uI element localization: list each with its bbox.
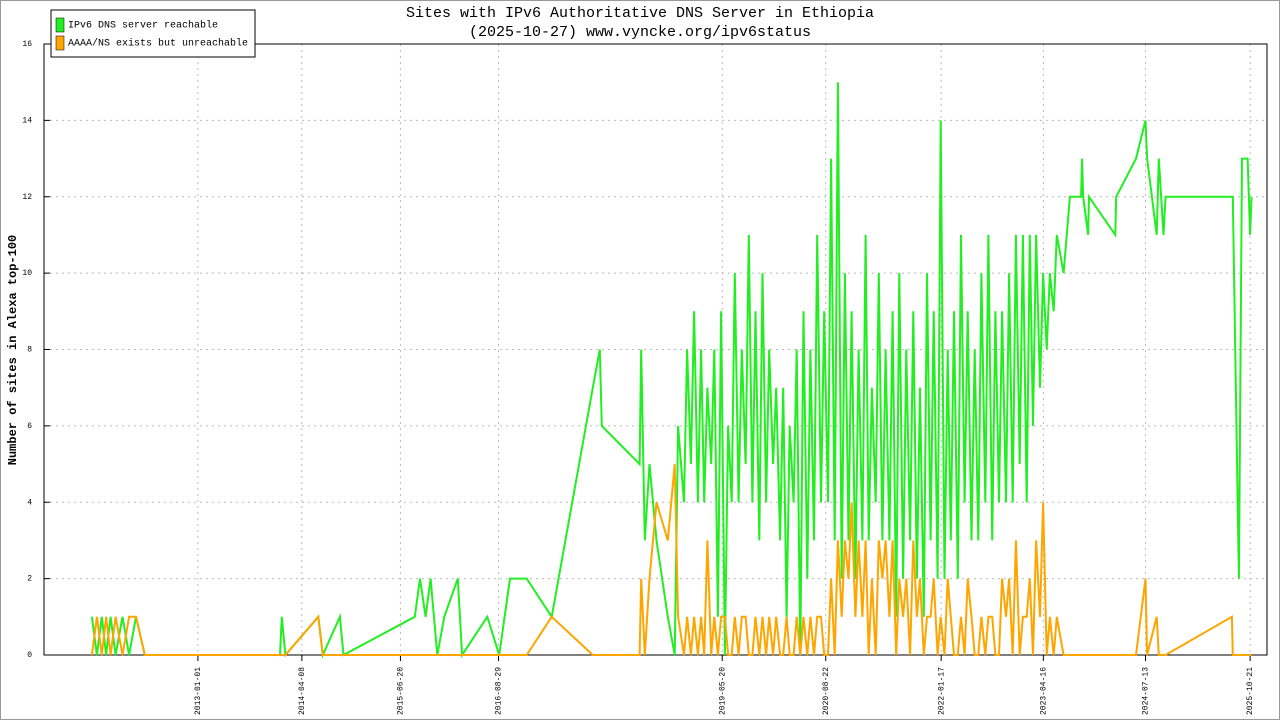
x-tick-label: 2016-08-29 [495,667,504,715]
y-tick-label: 4 [27,498,32,507]
x-tick-label: 2023-04-16 [1039,667,1048,715]
y-tick-label: 16 [22,40,32,49]
series-line [90,82,1253,659]
legend: IPv6 DNS server reachable AAAA/NS exists … [50,9,256,58]
y-tick-label: 8 [27,346,32,355]
x-tick-label: 2025-10-21 [1246,667,1255,715]
y-tick-label: 14 [22,116,32,125]
x-tick-label: 2024-07-13 [1142,667,1151,715]
y-tick-label: 6 [27,422,32,431]
legend-swatch [55,35,65,51]
y-tick-label: 10 [22,269,32,278]
plot-border [43,43,1268,656]
x-tick-label: 2020-08-22 [822,667,831,715]
y-tick-label: 2 [27,575,32,584]
y-axis-label: Number of sites in Alexa top-100 [6,235,20,465]
legend-label: AAAA/NS exists but unreachable [68,38,248,50]
x-tick-label: 2014-04-08 [298,667,307,715]
y-tick-label: 12 [22,193,32,202]
x-tick-label: 2015-06-20 [397,667,406,715]
x-tick-label: 2019-05-20 [718,667,727,715]
legend-swatch [55,17,65,33]
x-tick-label: 2013-01-01 [194,667,203,715]
legend-label: IPv6 DNS server reachable [68,20,218,32]
legend-box [50,9,256,58]
y-tick-label: 0 [27,651,32,660]
series-line [90,464,1252,656]
chart-title: Sites with IPv6 Authoritative DNS Server… [406,5,874,22]
chart-subtitle: (2025-10-27) www.vyncke.org/ipv6status [469,24,811,41]
x-tick-label: 2022-01-17 [937,667,946,715]
